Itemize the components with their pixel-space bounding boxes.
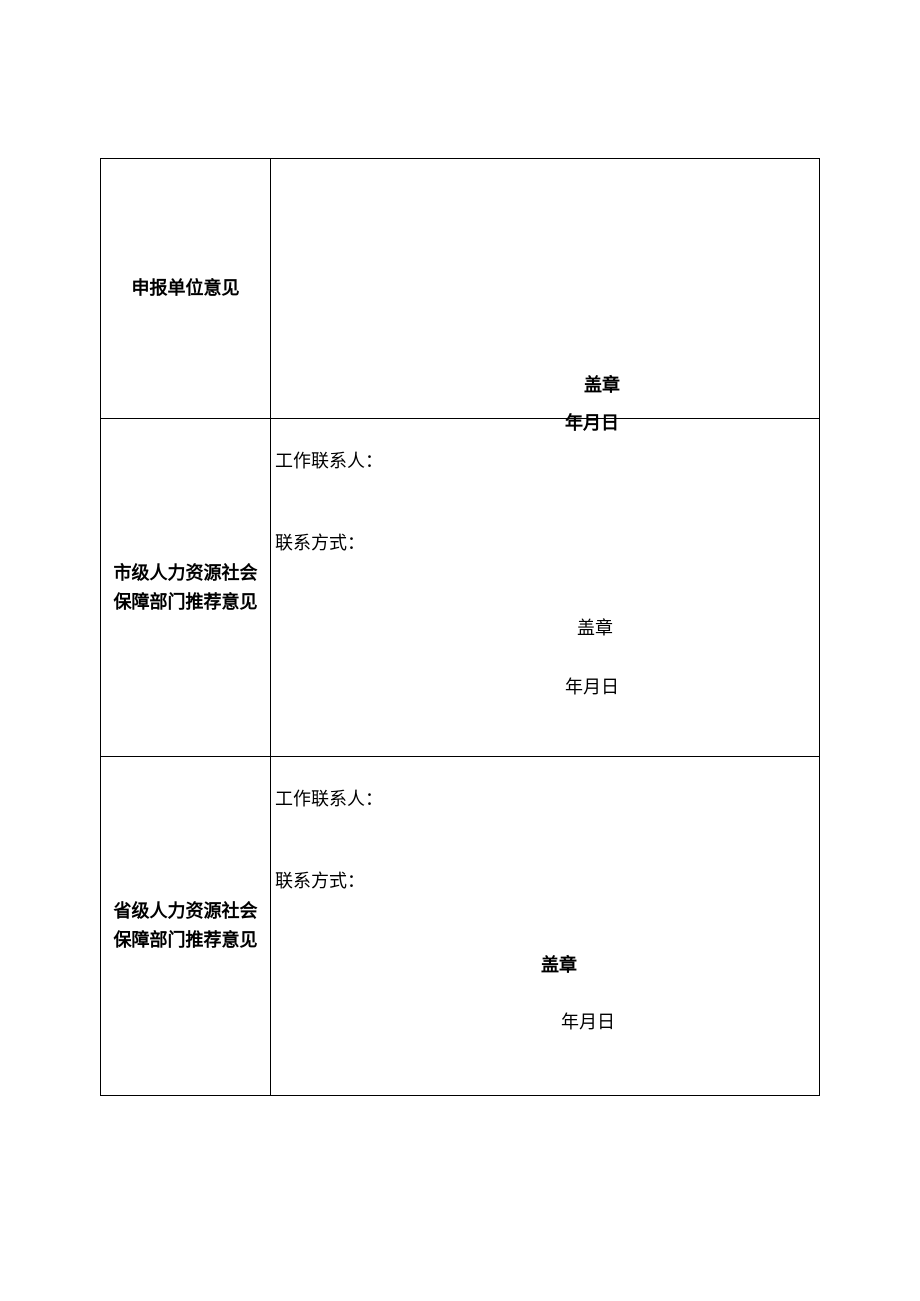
row-content-cell: 工作联系人： 联系方式： 盖章 年月日 bbox=[271, 419, 819, 756]
table-row: 省级人力资源社会保障部门推荐意见 工作联系人： 联系方式： 盖章 年月日 bbox=[101, 757, 819, 1095]
row-label-text: 市级人力资源社会保障部门推荐意见 bbox=[111, 559, 260, 617]
row-label-cell: 申报单位意见 bbox=[101, 159, 271, 418]
table-row: 申报单位意见 盖章 年月日 bbox=[101, 159, 819, 419]
contact-method-label: 联系方式： bbox=[275, 867, 365, 893]
contact-method-label: 联系方式： bbox=[275, 529, 365, 555]
approval-form-table: 申报单位意见 盖章 年月日 市级人力资源社会保障部门推荐意见 工作联系人： 联系… bbox=[100, 158, 820, 1096]
row-content-cell: 工作联系人： 联系方式： 盖章 年月日 bbox=[271, 757, 819, 1095]
date-text: 年月日 bbox=[561, 1008, 615, 1034]
contact-person-label: 工作联系人： bbox=[275, 447, 383, 473]
stamp-text: 盖章 bbox=[541, 951, 577, 977]
row-label-text: 申报单位意见 bbox=[132, 274, 240, 303]
row-label-cell: 省级人力资源社会保障部门推荐意见 bbox=[101, 757, 271, 1095]
row-label-cell: 市级人力资源社会保障部门推荐意见 bbox=[101, 419, 271, 756]
contact-person-label: 工作联系人： bbox=[275, 785, 383, 811]
date-text: 年月日 bbox=[565, 673, 619, 699]
row-content-cell: 盖章 年月日 bbox=[271, 159, 819, 418]
table-row: 市级人力资源社会保障部门推荐意见 工作联系人： 联系方式： 盖章 年月日 bbox=[101, 419, 819, 757]
stamp-text: 盖章 bbox=[577, 614, 613, 640]
stamp-text: 盖章 bbox=[584, 371, 620, 397]
row-label-text: 省级人力资源社会保障部门推荐意见 bbox=[111, 897, 260, 955]
